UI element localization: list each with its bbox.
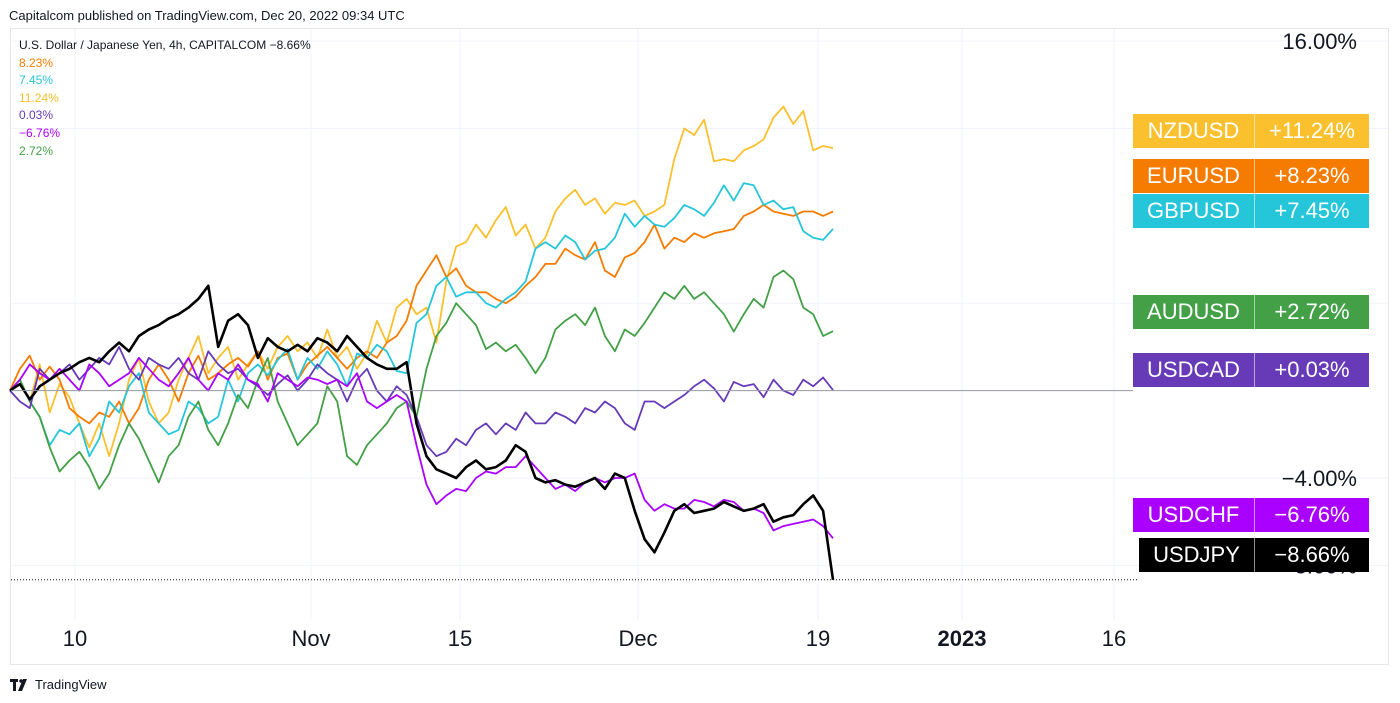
- badge-value: +8.23%: [1254, 159, 1369, 193]
- badge-symbol: USDCAD: [1133, 353, 1254, 387]
- tradingview-footer[interactable]: TradingView: [10, 677, 107, 692]
- badge-symbol: USDCHF: [1133, 498, 1254, 532]
- x-tick-label: 16: [1102, 626, 1126, 651]
- badge-audusd: AUDUSD +2.72%: [1133, 295, 1369, 329]
- badge-usdchf: USDCHF −6.76%: [1133, 498, 1369, 532]
- grid-vertical: [74, 29, 1115, 620]
- series-line-gbpusd: [9, 182, 834, 458]
- series-line-usdcad: [9, 345, 834, 458]
- badge-symbol: NZDUSD: [1133, 114, 1254, 148]
- x-axis-labels: 10 Nov 15 Dec 19 2023 16: [63, 626, 1126, 651]
- badge-symbol: EURUSD: [1133, 159, 1254, 193]
- badge-eurusd: EURUSD +8.23%: [1133, 159, 1369, 193]
- badge-nzdusd: NZDUSD +11.24%: [1133, 114, 1369, 148]
- legend-title: U.S. Dollar / Japanese Yen, 4h, CAPITALC…: [19, 38, 267, 52]
- footer-brand: TradingView: [35, 677, 107, 692]
- series-line-usdchf: [9, 356, 834, 539]
- badge-usdjpy: USDJPY −8.66%: [1139, 538, 1369, 572]
- series-line-nzdusd: [9, 105, 834, 458]
- badge-symbol: USDJPY: [1139, 538, 1254, 572]
- chart-legend: U.S. Dollar / Japanese Yen, 4h, CAPITALC…: [19, 37, 311, 160]
- badge-usdcad: USDCAD +0.03%: [1133, 353, 1369, 387]
- legend-value: 8.23%: [19, 55, 54, 70]
- badge-symbol: GBPUSD: [1133, 194, 1254, 228]
- legend-title-value: −8.66%: [269, 38, 311, 52]
- legend-value: −6.76%: [19, 125, 61, 140]
- x-tick-label: 15: [448, 626, 472, 651]
- series-line-usdjpy: [9, 284, 835, 580]
- tradingview-logo-icon: [10, 678, 27, 691]
- series-lines: [9, 105, 835, 580]
- badge-value: −8.66%: [1254, 538, 1369, 572]
- x-tick-label: 10: [63, 626, 87, 651]
- badge-value: +0.03%: [1254, 353, 1369, 387]
- y-tick-label: 16.00%: [1282, 29, 1357, 54]
- legend-title-row: U.S. Dollar / Japanese Yen, 4h, CAPITALC…: [19, 37, 311, 55]
- series-line-audusd: [9, 269, 834, 490]
- x-tick-label: 2023: [938, 626, 987, 651]
- x-tick-label: Dec: [618, 626, 657, 651]
- legend-values: 8.23% 7.45% 11.24% 0.03% −6.76% 2.72%: [19, 55, 311, 161]
- x-tick-label: Nov: [291, 626, 330, 651]
- publisher-header: Capitalcom published on TradingView.com,…: [9, 8, 405, 23]
- legend-value: 2.72%: [19, 143, 54, 158]
- reference-lines: [11, 390, 1138, 581]
- badge-symbol: AUDUSD: [1133, 295, 1254, 329]
- y-tick-label: −4.00%: [1282, 466, 1357, 491]
- badge-gbpusd: GBPUSD +7.45%: [1133, 194, 1369, 228]
- badge-value: +7.45%: [1254, 194, 1369, 228]
- legend-value: 0.03%: [19, 108, 54, 123]
- chart-frame[interactable]: [10, 28, 1389, 665]
- legend-value: 11.24%: [19, 90, 59, 105]
- badge-value: +2.72%: [1254, 295, 1369, 329]
- badge-value: +11.24%: [1254, 114, 1369, 148]
- legend-value: 7.45%: [19, 73, 54, 88]
- x-tick-label: 19: [806, 626, 830, 651]
- series-line-eurusd: [9, 203, 834, 425]
- badge-value: −6.76%: [1254, 498, 1369, 532]
